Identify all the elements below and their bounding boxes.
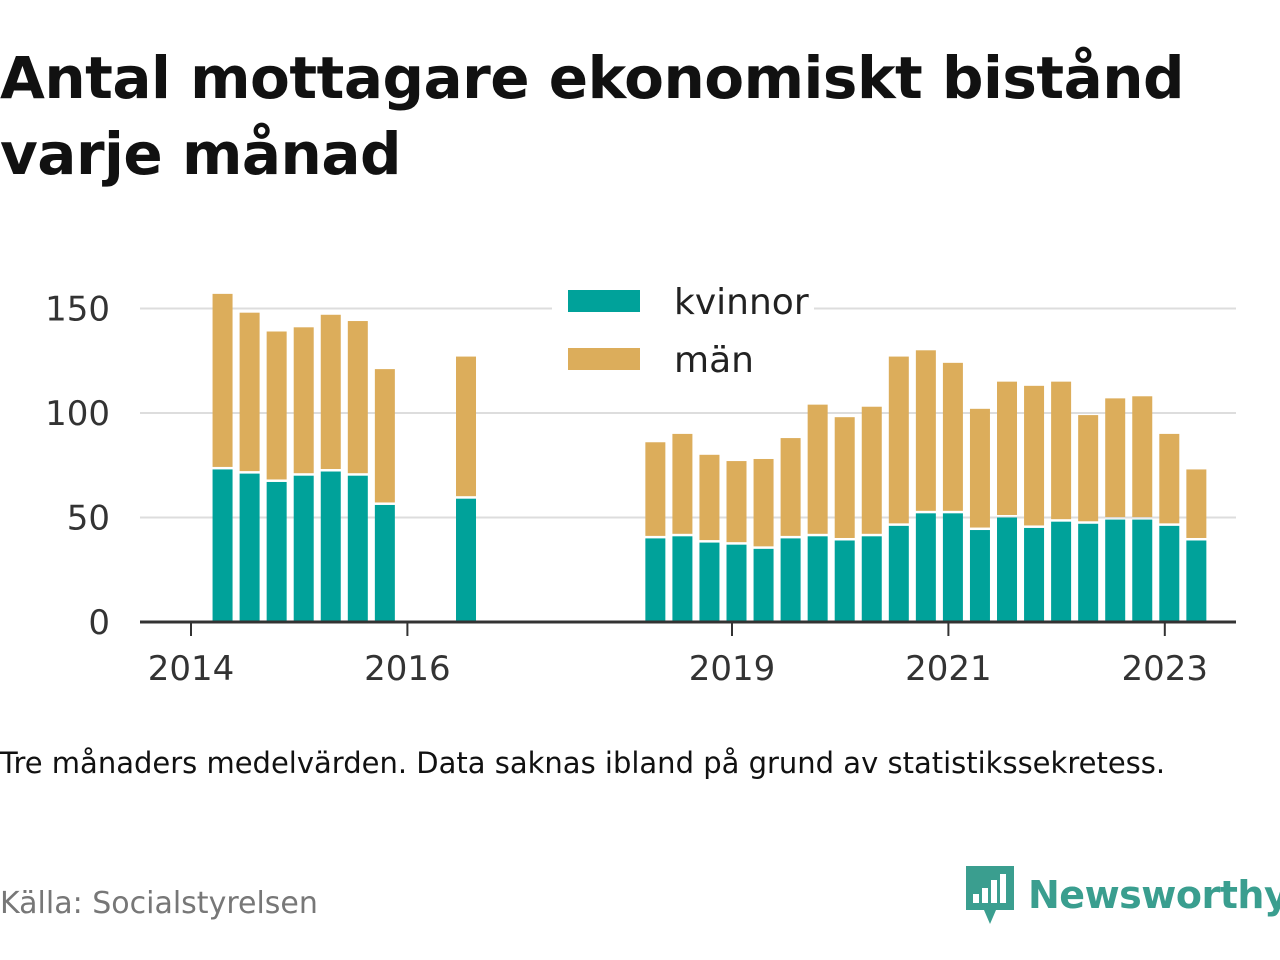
bar-kvinnor [347,475,368,622]
x-tick-label: 2014 [148,649,235,689]
bar-kvinnor [320,471,341,622]
bar-man [726,461,747,543]
bar-man [834,417,855,538]
legend-swatch-man [568,348,640,370]
bar-kvinnor [266,481,287,622]
bar-man [320,314,341,470]
newsworthy-logo: Newsworthy [964,864,1280,926]
y-tick-label: 150 [45,290,110,330]
bar-man [780,438,801,536]
bar-kvinnor [1159,525,1180,622]
bar-kvinnor [699,542,720,622]
bar-man [1051,381,1072,520]
x-tick-label: 2019 [689,649,776,689]
bar-kvinnor [888,525,909,622]
y-tick-label: 100 [45,394,110,434]
bar-kvinnor [1051,521,1072,622]
bar-kvinnor [239,473,260,622]
bar-man [456,356,477,497]
bar-kvinnor [645,538,666,622]
bar-kvinnor [726,544,747,622]
y-tick-label: 50 [67,499,110,539]
legend: kvinnor män [552,278,814,388]
bar-man [645,442,666,536]
legend-label-kvinnor: kvinnor [674,282,809,323]
bar-kvinnor [807,536,828,622]
bar-man [672,433,693,534]
bar-kvinnor [1105,519,1126,622]
bar-man [212,293,233,467]
bar-kvinnor [997,517,1018,622]
bar-man [1186,469,1207,538]
bar-man [942,362,963,511]
bar-man [807,404,828,534]
legend-swatch-kvinnor [568,290,640,312]
x-tick-label: 2016 [364,649,451,689]
bar-man [969,408,990,528]
newsworthy-logo-icon [966,866,1014,924]
legend-label-man: män [674,340,754,381]
bar-man [1105,398,1126,518]
bar-kvinnor [861,536,882,622]
bar-man [861,406,882,534]
x-axis: 2014 2016 2019 2021 2023 [140,620,1236,689]
bar-kvinnor [212,469,233,622]
bar-kvinnor [1078,523,1099,622]
chart-title: Antal mottagare ekonomiskt bistånd varje… [0,44,1185,188]
bar-kvinnor [293,475,314,622]
y-axis-labels: 0 50 100 150 [45,290,110,644]
bar-man [997,381,1018,515]
bar-man [239,312,260,472]
bar-man [1024,385,1045,526]
bar-man [699,454,720,541]
bar-kvinnor [915,513,936,622]
bar-man [753,458,774,547]
bar-man [266,331,287,480]
x-tick-label: 2023 [1122,649,1209,689]
bar-man [1132,396,1153,518]
chart-note: Tre månaders medelvärden. Data saknas ib… [0,746,1166,780]
bar-man [293,327,314,474]
bar-man [347,321,368,474]
bar-kvinnor [374,504,395,622]
bar-man [888,356,909,524]
bar-kvinnor [456,498,477,622]
newsworthy-logo-text: Newsworthy [1028,873,1280,917]
bar-man [1078,415,1099,522]
bar-kvinnor [753,548,774,622]
bar-kvinnor [969,530,990,622]
y-tick-label: 0 [88,603,110,643]
x-tick-label: 2021 [905,649,992,689]
source-label: Källa: Socialstyrelsen [0,886,318,921]
bar-man [1159,433,1180,524]
bar-kvinnor [672,536,693,622]
bar-kvinnor [1132,519,1153,622]
bar-man [915,350,936,511]
bar-man [374,369,395,503]
bars [212,293,1207,622]
bar-kvinnor [834,540,855,622]
bar-kvinnor [1186,540,1207,622]
bar-kvinnor [780,538,801,622]
bar-kvinnor [942,513,963,622]
bar-kvinnor [1024,527,1045,622]
